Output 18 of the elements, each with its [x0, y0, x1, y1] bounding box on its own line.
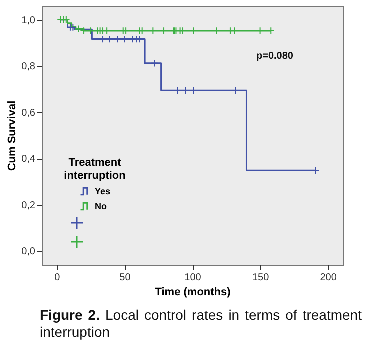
legend-label: Yes — [95, 186, 111, 196]
x-tick-label: 0 — [54, 272, 61, 284]
x-tick-label: 150 — [252, 272, 270, 284]
y-tick-label: 0,2 — [22, 200, 36, 212]
legend-title: Treatment interruption — [64, 157, 126, 182]
x-tick-label: 200 — [320, 272, 338, 284]
y-tick-label: 1,0 — [22, 15, 36, 26]
annotation: p=0.080 — [256, 51, 294, 62]
y-tick-label: 0,0 — [22, 246, 36, 258]
legend-label: No — [95, 202, 108, 212]
y-tick-label: 0,6 — [22, 108, 36, 119]
x-tick-label: 50 — [120, 272, 132, 284]
x-tick-label: 100 — [184, 272, 202, 284]
y-tick-label: 0,4 — [22, 154, 36, 166]
x-axis-title: Time (months) — [155, 286, 232, 298]
caption: Figure 2. Local control rates in terms of treatment interruption — [40, 307, 362, 341]
y-axis-title: Cum Survival — [6, 100, 19, 172]
y-tick-label: 0,8 — [22, 62, 36, 73]
